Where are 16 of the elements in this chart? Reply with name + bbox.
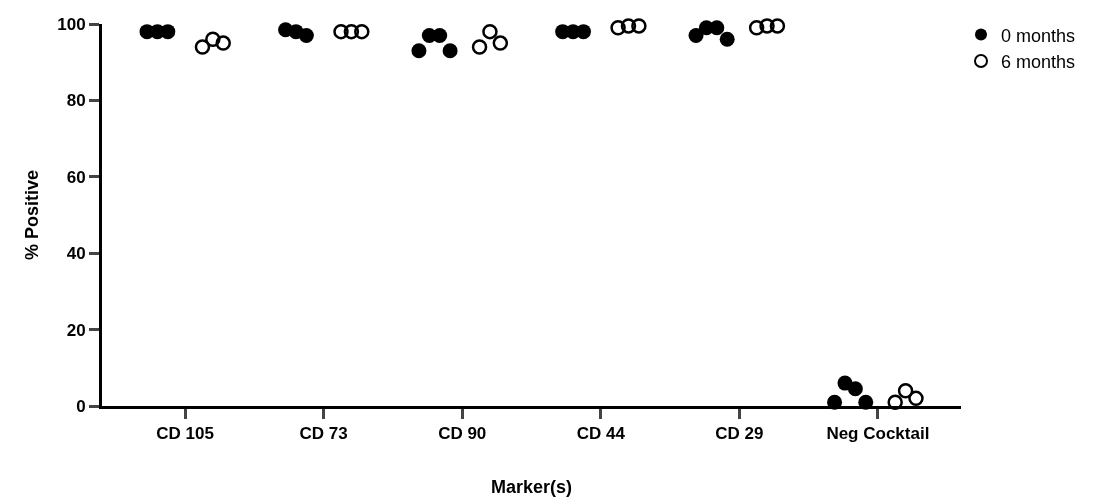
- y-tick-label: 100: [57, 14, 86, 34]
- y-axis-title: % Positive: [22, 169, 43, 261]
- legend-label: 0 months: [1001, 25, 1076, 46]
- y-tick-label: 80: [66, 91, 86, 111]
- y-tick-label: 0: [76, 396, 86, 416]
- x-tick-label: CD 44: [576, 424, 626, 444]
- x-tick-label: CD 90: [438, 424, 487, 444]
- x-axis-title: Marker(s): [490, 476, 573, 497]
- x-tick-label: Neg Cocktail: [826, 424, 930, 444]
- y-tick-label: 20: [66, 320, 86, 340]
- x-tick-label: CD 29: [715, 424, 764, 444]
- legend-label: 6 months: [1001, 51, 1076, 72]
- x-tick-label: CD 105: [156, 424, 214, 444]
- y-tick-label: 60: [66, 167, 86, 187]
- y-tick-label: 40: [66, 244, 86, 264]
- x-tick-label: CD 73: [299, 424, 348, 444]
